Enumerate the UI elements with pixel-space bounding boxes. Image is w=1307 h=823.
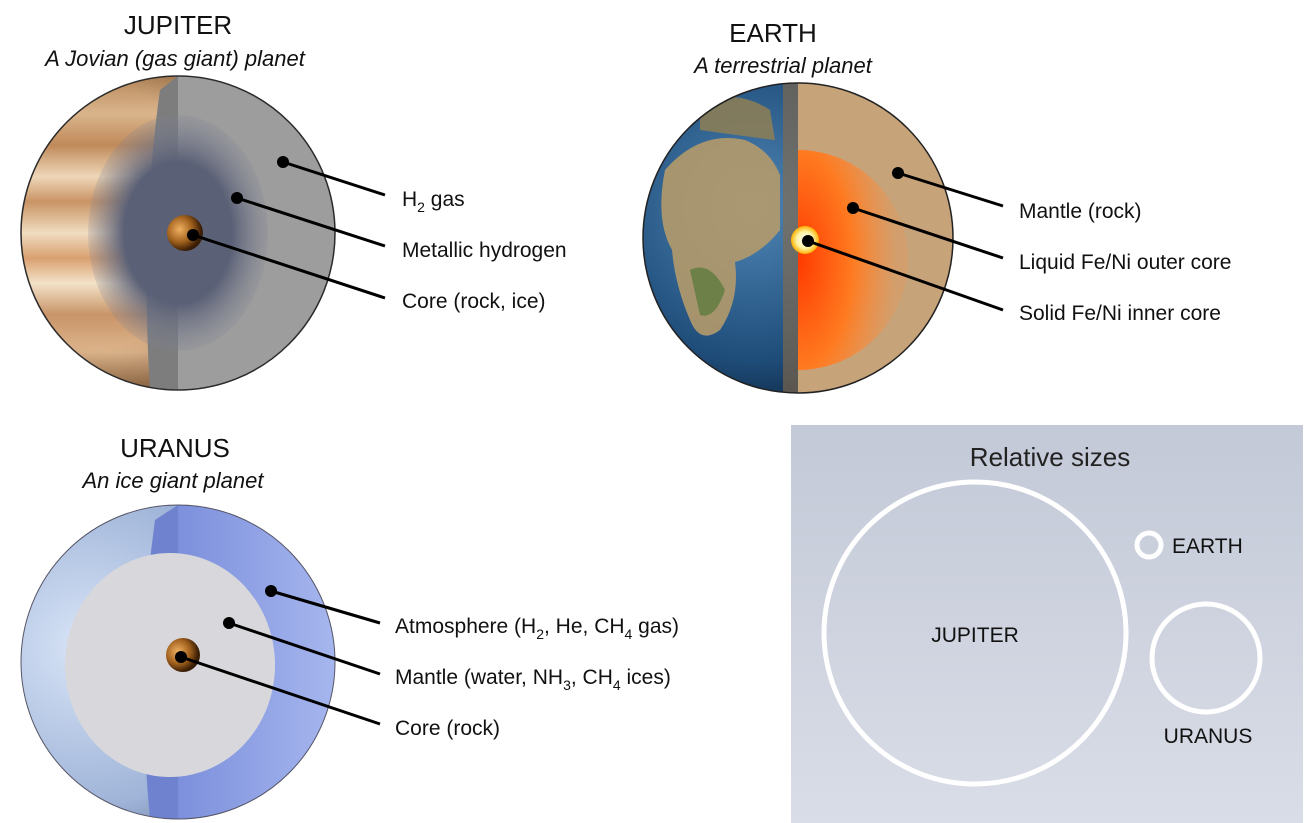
jupiter-cutaway bbox=[21, 76, 335, 390]
jupiter-label-metallic-hydrogen: Metallic hydrogen bbox=[402, 239, 567, 262]
earth-size-circle bbox=[1134, 530, 1164, 560]
uranus-label-atmosphere: Atmosphere (H2, He, CH4 gas) bbox=[395, 615, 679, 642]
uranus-subtitle: An ice giant planet bbox=[80, 468, 264, 493]
earth-label-mantle: Mantle (rock) bbox=[1019, 200, 1142, 223]
uranus-section: URANUS An ice giant planet Atmosphere (H… bbox=[20, 433, 679, 820]
uranus-size-circle bbox=[1149, 601, 1263, 715]
jupiter-size-label: JUPITER bbox=[931, 624, 1019, 647]
jupiter-size-circle bbox=[821, 479, 1129, 787]
jupiter-subtitle: A Jovian (gas giant) planet bbox=[43, 46, 306, 71]
uranus-size-label: URANUS bbox=[1164, 725, 1253, 748]
relative-sizes-panel: Relative sizes JUPITER EARTH URANUS bbox=[791, 425, 1303, 823]
jupiter-title: JUPITER bbox=[124, 10, 232, 40]
earth-section: EARTH A terrestrial planet Mantle (rock)… bbox=[642, 18, 1231, 394]
uranus-label-core: Core (rock) bbox=[395, 717, 500, 740]
earth-subtitle: A terrestrial planet bbox=[692, 53, 873, 78]
earth-label-inner-core: Solid Fe/Ni inner core bbox=[1019, 302, 1221, 325]
uranus-label-mantle: Mantle (water, NH3, CH4 ices) bbox=[395, 666, 671, 693]
relative-sizes-background bbox=[791, 425, 1303, 823]
earth-cutaway bbox=[643, 83, 953, 393]
earth-continent-europe bbox=[700, 96, 775, 140]
jupiter-section: JUPITER A Jovian (gas giant) planet H2 g… bbox=[20, 10, 567, 391]
earth-outer-core-layer bbox=[798, 150, 908, 370]
earth-continent-africa bbox=[661, 138, 780, 336]
earth-size-label: EARTH bbox=[1172, 535, 1243, 558]
jupiter-label-h2: H2 gas bbox=[402, 188, 465, 215]
jupiter-core bbox=[167, 215, 203, 251]
earth-label-outer-core: Liquid Fe/Ni outer core bbox=[1019, 251, 1231, 274]
uranus-title: URANUS bbox=[120, 433, 230, 463]
relative-sizes-title: Relative sizes bbox=[970, 442, 1130, 472]
jupiter-label-core: Core (rock, ice) bbox=[402, 290, 546, 313]
uranus-cutaway bbox=[21, 505, 335, 819]
earth-title: EARTH bbox=[729, 18, 817, 48]
